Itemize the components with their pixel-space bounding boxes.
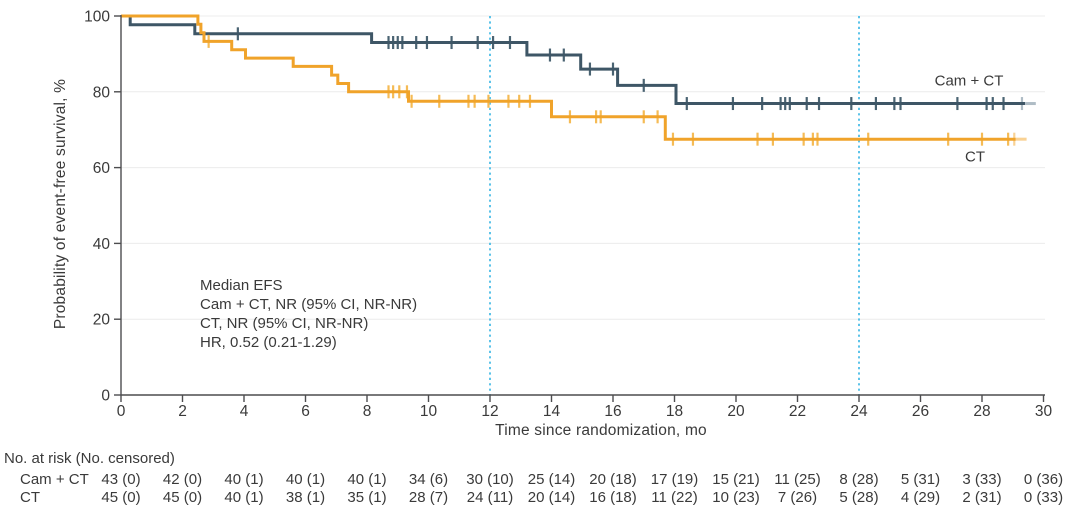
y-axis-title: Probability of event-free survival, % [52,78,69,330]
x-tick-label: 28 [973,403,990,420]
risk-cell: 4 (29) [900,489,941,506]
km-curve-ct [121,14,1016,141]
y-tick-label: 0 [101,388,110,405]
risk-cell: 16 (18) [589,489,637,506]
annotation-line-hr: HR, 0.52 (0.21-1.29) [200,334,337,351]
x-tick-label: 2 [178,403,187,420]
risk-cell: 20 (18) [589,471,637,488]
x-tick-label: 20 [727,403,745,420]
curve-label-cam-ct: Cam + CT [934,72,1004,90]
risk-cell: 2 (31) [962,489,1002,506]
risk-cell: 5 (28) [839,489,879,506]
y-tick-label: 80 [93,84,111,101]
risk-row-label-ct: CT [20,489,40,506]
risk-cell: 11 (22) [651,489,698,506]
risk-cell: 0 (33) [1023,489,1064,506]
x-tick-label: 12 [481,403,498,420]
x-tick-label: 22 [789,403,806,420]
risk-cell: 42 (0) [162,471,203,488]
risk-cell: 24 (11) [466,489,514,506]
risk-cell: 7 (26) [777,489,818,506]
x-tick-label: 8 [363,403,372,420]
x-tick-label: 30 [1035,403,1053,420]
risk-cell: 34 (6) [408,471,449,488]
x-axis-title: Time since randomization, mo [495,422,707,439]
risk-cell: 11 (25) [774,471,821,488]
curve-label-ct: CT [965,148,985,166]
x-tick-label: 4 [240,403,249,420]
x-tick-label: 14 [543,403,561,420]
risk-cell: 40 (1) [224,489,264,506]
risk-cell: 40 (1) [224,471,264,488]
y-tick-label: 100 [84,9,110,26]
x-tick-label: 18 [666,403,683,420]
y-tick-label: 20 [93,312,111,329]
annotation-line-median-efs: Median EFS [200,277,283,294]
risk-cell: 38 (1) [285,489,326,506]
risk-cell: 17 (19) [650,471,699,488]
x-tick-label: 0 [117,403,126,420]
annotation-line-cam-ct: Cam + CT, NR (95% CI, NR-NR) [200,296,418,313]
risk-cell: 3 (33) [962,471,1002,488]
annotation-line-ct: CT, NR (95% CI, NR-NR) [200,315,369,332]
x-tick-label: 26 [912,403,929,420]
risk-cell: 8 (28) [839,471,879,488]
risk-cell: 20 (14) [527,489,576,506]
risk-cell: 40 (1) [347,471,387,488]
risk-row-label-cam-ct: Cam + CT [20,471,89,488]
risk-cell: 45 (0) [162,489,203,506]
x-tick-label: 10 [420,403,438,420]
km-curve-cam-ct [121,14,1025,105]
x-tick-label: 16 [604,403,621,420]
risk-cell: 45 (0) [101,489,141,506]
median-efs-annotation: Median EFS Cam + CT, NR (95% CI, NR-NR) … [200,276,417,352]
risk-cell: 28 (7) [408,489,449,506]
risk-cell: 5 (31) [900,471,941,488]
risk-table-title: No. at risk (No. censored) [4,450,175,467]
y-tick-label: 40 [93,236,111,253]
risk-cell: 30 (10) [466,471,514,488]
x-tick-label: 24 [850,403,868,420]
risk-cell: 10 (23) [712,489,760,506]
x-tick-label: 6 [301,403,310,420]
y-tick-label: 60 [93,160,111,177]
risk-cell: 43 (0) [101,471,141,488]
risk-cell: 40 (1) [285,471,326,488]
risk-cell: 15 (21) [712,471,760,488]
risk-cell: 0 (36) [1023,471,1064,488]
risk-cell: 35 (1) [347,489,387,506]
risk-cell: 25 (14) [527,471,576,488]
